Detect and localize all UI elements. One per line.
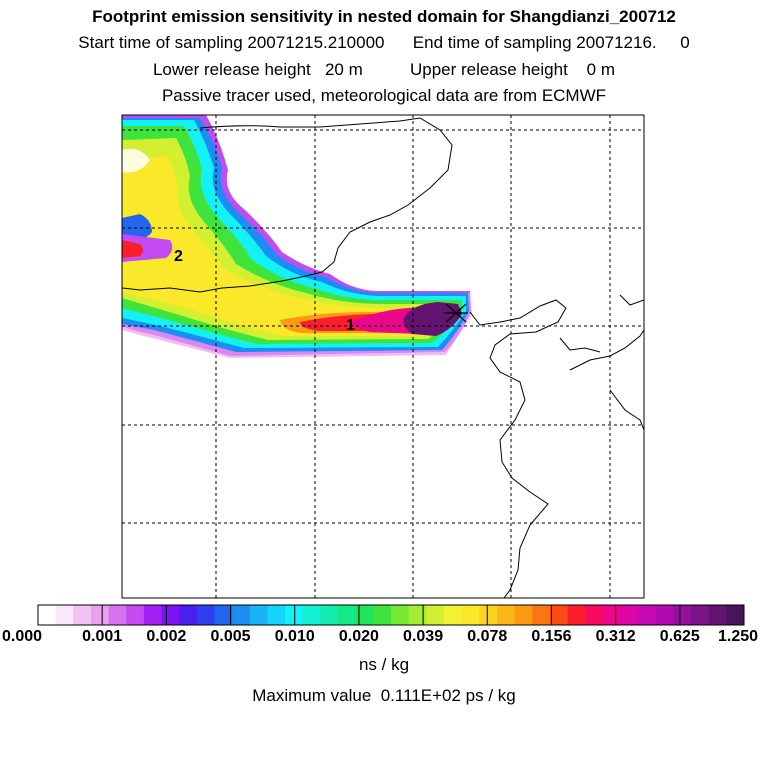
colorbar-tick-label: 0.001 — [82, 628, 123, 645]
plume-label-1: 1 — [346, 317, 355, 334]
plume-layer — [122, 115, 472, 358]
colorbar-swatch — [320, 605, 339, 625]
plot-title: Footprint emission sensitivity in nested… — [92, 7, 676, 26]
colorbar-swatch — [108, 605, 127, 625]
tracer-info-line: Passive tracer used, meteorological data… — [161, 86, 607, 105]
colorbar-swatch — [302, 605, 321, 625]
colorbar-swatch — [373, 605, 392, 625]
colorbar-tick-label: 0.312 — [595, 628, 636, 645]
colorbar-tick-label: 1.250 — [717, 628, 759, 645]
sampling-time-line: Start time of sampling 20071215.210000 E… — [78, 33, 690, 52]
plume-blob-west-blue — [122, 214, 152, 240]
colorbar-swatch — [408, 605, 427, 625]
coastline-bohai — [469, 299, 567, 598]
colorbar-swatch — [214, 605, 233, 625]
colorbar-swatch — [567, 605, 586, 625]
colorbar-swatch — [285, 605, 304, 625]
map-frame — [121, 114, 645, 599]
colorbar-swatch — [726, 605, 745, 625]
colorbar-tick-label: 0.078 — [467, 628, 508, 645]
lat-lon-grid — [122, 115, 644, 598]
colorbar-swatch — [143, 605, 163, 625]
release-height-line: Lower release height 20 m Upper release … — [152, 60, 616, 79]
plume-blob-west-red — [122, 240, 143, 258]
colorbar-swatch — [532, 605, 551, 625]
colorbar-swatch — [426, 605, 445, 625]
colorbar-units: ns / kg — [358, 655, 410, 674]
colorbar-swatch — [479, 605, 498, 625]
colorbar-tick-label: 0.039 — [403, 628, 444, 645]
colorbar-swatch — [620, 605, 639, 625]
colorbar-swatch — [655, 605, 674, 625]
colorbar-swatch — [249, 605, 268, 625]
colorbar-tick-label: 0.625 — [659, 628, 700, 645]
colorbar-tick-label: 0.005 — [210, 628, 251, 645]
receptor-star-icon — [444, 303, 468, 323]
colorbar-swatch — [691, 605, 710, 625]
colorbar-swatch — [514, 605, 533, 625]
coastline-east — [569, 329, 644, 371]
colorbar-swatch — [461, 605, 480, 625]
colorbar-tick-label: 0.002 — [146, 628, 187, 645]
colorbar-tick-label: 0.020 — [338, 628, 379, 645]
colorbar-swatch — [126, 605, 145, 625]
colorbar — [37, 604, 745, 626]
colorbar-swatch — [179, 605, 198, 625]
colorbar-tick-label: 0.010 — [274, 628, 315, 645]
colorbar-swatch — [161, 605, 180, 625]
colorbar-swatch — [708, 605, 727, 625]
colorbar-swatch — [73, 605, 92, 625]
colorbar-swatch — [267, 605, 286, 625]
plume-contour-core — [403, 302, 462, 336]
colorbar-swatch — [55, 605, 74, 625]
colorbar-tick-label: 0.156 — [531, 628, 572, 645]
colorbar-frame — [37, 604, 745, 626]
plume-label-2: 2 — [174, 248, 183, 265]
coastline-peninsula — [559, 294, 644, 431]
border-north — [122, 117, 453, 293]
colorbar-swatch — [602, 605, 621, 625]
colorbar-swatch — [232, 605, 251, 625]
colorbar-swatch — [355, 605, 374, 625]
colorbar-swatch — [391, 605, 410, 625]
plume-blob-north-white — [122, 148, 150, 173]
colorbar-swatch — [496, 605, 516, 625]
colorbar-swatch — [90, 605, 110, 625]
colorbar-swatch — [443, 605, 463, 625]
colorbar-swatch — [638, 605, 657, 625]
colorbar-swatch — [338, 605, 357, 625]
colorbar-swatch — [38, 605, 57, 625]
colorbar-swatch — [196, 605, 215, 625]
colorbar-swatch — [673, 605, 692, 625]
colorbar-swatch — [585, 605, 604, 625]
coastline-layer — [122, 117, 644, 598]
colorbar-tick-label: 0.000 — [1, 628, 43, 645]
colorbar-swatch — [549, 605, 568, 625]
maximum-value-text: Maximum value 0.111E+02 ps / kg — [252, 686, 516, 705]
